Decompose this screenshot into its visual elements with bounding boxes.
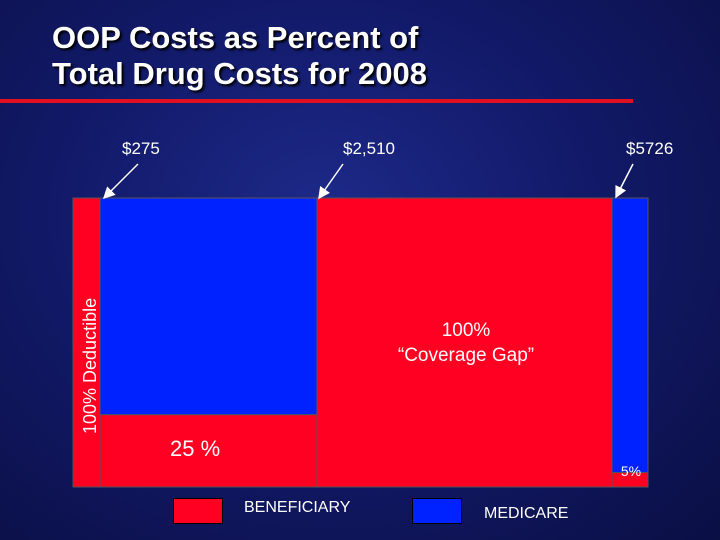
arrow-275 (102, 163, 139, 200)
initial-coverage-label: 25 % (170, 436, 221, 461)
bar-coverage-gap-beneficiary (316, 197, 613, 488)
bar-catastrophic-medicare (611, 197, 649, 474)
threshold-label-5726: $5726 (626, 139, 674, 158)
coverage-gap-name: “Coverage Gap” (397, 345, 535, 366)
bar-initial-coverage-medicare (99, 197, 318, 416)
legend-label-medicare: MEDICARE (484, 505, 569, 522)
coverage-gap-percent: 100% (441, 320, 491, 341)
threshold-label-2510: $2,510 (343, 139, 395, 158)
title-line-1: OOP Costs as Percent of (52, 20, 419, 55)
bar-catastrophic-beneficiary (611, 472, 649, 488)
title-underline (0, 99, 633, 103)
catastrophic-label: 5% (620, 463, 642, 479)
arrow-5726 (615, 163, 634, 199)
bar-initial-coverage-beneficiary (99, 414, 318, 488)
legend-swatch-beneficiary (173, 498, 223, 524)
deductible-label: 100% Deductible (80, 297, 100, 434)
arrow-2510 (318, 163, 344, 200)
title-line-2: Total Drug Costs for 2008 (52, 56, 427, 91)
legend-label-beneficiary: BENEFICIARY (244, 499, 351, 516)
page-title: OOP Costs as Percent of Total Drug Costs… (52, 20, 427, 92)
threshold-label-275: $275 (122, 139, 160, 158)
bar-deductible-beneficiary (72, 197, 101, 488)
legend-swatch-medicare (412, 498, 462, 524)
coverage-gap-label: 100% “Coverage Gap” (366, 318, 566, 368)
